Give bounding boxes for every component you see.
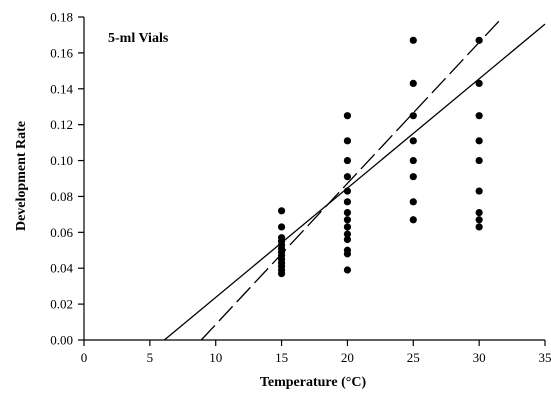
- data-point: [476, 80, 483, 87]
- y-tick-label: 0.18: [50, 10, 73, 25]
- data-point: [476, 223, 483, 230]
- data-point: [344, 250, 351, 257]
- chart-title: 5-ml Vials: [108, 31, 169, 46]
- data-point: [278, 207, 285, 214]
- x-tick-label: 5: [147, 350, 154, 365]
- x-tick-label: 25: [407, 350, 420, 365]
- y-ticks: 0.00 0.02 0.04 0.06 0.08 0.10 0.12 0.14 0.16 0.18: [50, 10, 84, 348]
- y-tick-label: 0.04: [50, 261, 73, 276]
- y-axis-title: Development Rate: [14, 121, 29, 231]
- y-tick-label: 0.10: [50, 153, 73, 168]
- y-tick-label: 0.14: [50, 81, 73, 96]
- plot-area: 0.00 0.02 0.04 0.06 0.08 0.10 0.12 0.14 0.16 0.18…: [50, 10, 551, 366]
- x-tick-label: 15: [275, 350, 288, 365]
- x-tick-label: 20: [341, 350, 354, 365]
- data-point: [410, 80, 417, 87]
- y-tick-label: 0.12: [50, 117, 73, 132]
- data-point: [476, 112, 483, 119]
- fit-lines: [164, 17, 545, 340]
- x-ticks: 0 5 10 15 20 25 30 35: [81, 340, 551, 365]
- data-point: [344, 223, 351, 230]
- x-tick-label: 35: [539, 350, 551, 365]
- data-point: [476, 137, 483, 144]
- data-point: [344, 137, 351, 144]
- y-tick-label: 0.06: [50, 225, 73, 240]
- data-point: [410, 173, 417, 180]
- data-point: [410, 112, 417, 119]
- data-point: [344, 187, 351, 194]
- data-point: [278, 270, 285, 277]
- data-point: [410, 198, 417, 205]
- data-point: [344, 236, 351, 243]
- data-point: [410, 157, 417, 164]
- y-tick-label: 0.00: [50, 333, 73, 348]
- data-point: [344, 198, 351, 205]
- data-points: [278, 37, 483, 277]
- data-point: [410, 37, 417, 44]
- data-point: [278, 223, 285, 230]
- data-point: [410, 216, 417, 223]
- data-point: [410, 137, 417, 144]
- data-point: [344, 216, 351, 223]
- y-tick-label: 0.16: [50, 45, 73, 60]
- x-tick-label: 0: [81, 350, 88, 365]
- data-point: [344, 157, 351, 164]
- data-point: [476, 216, 483, 223]
- data-point: [476, 187, 483, 194]
- y-tick-label: 0.02: [50, 297, 73, 312]
- data-point: [476, 209, 483, 216]
- data-point: [476, 37, 483, 44]
- solid-fit-line: [164, 24, 545, 340]
- x-tick-label: 10: [209, 350, 222, 365]
- data-point: [344, 112, 351, 119]
- data-point: [344, 209, 351, 216]
- data-point: [344, 266, 351, 273]
- data-point: [476, 157, 483, 164]
- dashed-fit-line: [201, 17, 503, 340]
- y-tick-label: 0.08: [50, 189, 73, 204]
- x-tick-label: 30: [473, 350, 486, 365]
- x-axis-title: Temperature (°C): [260, 375, 367, 390]
- data-point: [344, 173, 351, 180]
